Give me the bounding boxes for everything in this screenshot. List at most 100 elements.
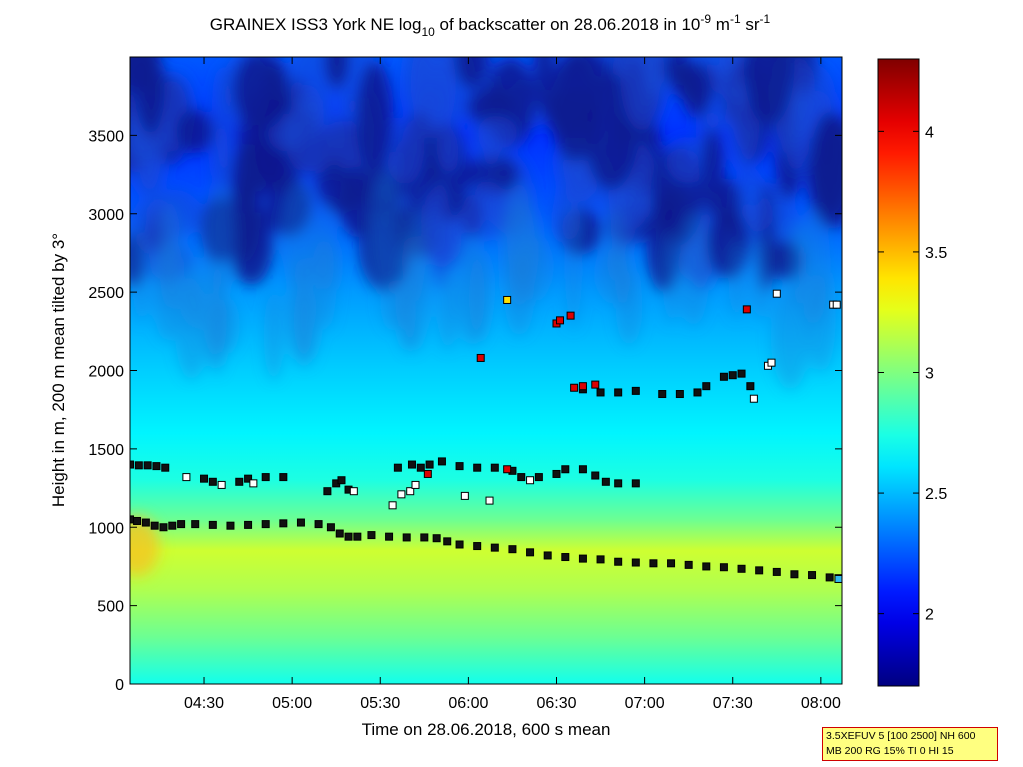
layer-marker-series-3 — [772, 289, 781, 298]
backscatter-patch — [469, 251, 490, 342]
layer-marker-series-1 — [719, 563, 728, 572]
layer-marker-series-1 — [702, 562, 711, 571]
backscatter-patch — [316, 202, 338, 331]
backscatter-patch — [701, 128, 725, 216]
backscatter-patch — [429, 179, 451, 289]
x-tick-label: 04:30 — [184, 695, 224, 712]
layer-marker-series-2 — [425, 460, 434, 469]
colorbar-ticks: 2 2.5 3 3.5 4 — [878, 124, 947, 624]
backscatter-patch — [284, 94, 339, 177]
layer-marker-series-1 — [596, 555, 605, 564]
layer-marker-series-4 — [423, 469, 432, 478]
layer-marker-series-1 — [279, 519, 288, 528]
backscatter-patch — [461, 181, 510, 241]
layer-marker-series-3 — [460, 491, 469, 500]
layer-marker-series-1 — [790, 570, 799, 579]
backscatter-patch — [399, 283, 416, 352]
layer-marker-series-2 — [596, 388, 605, 397]
layer-marker-series-2 — [152, 462, 161, 471]
layer-marker-series-2 — [578, 465, 587, 474]
layer-marker-series-1 — [684, 560, 693, 569]
x-tick-label: 06:00 — [448, 695, 488, 712]
layer-marker-series-1 — [159, 523, 168, 532]
backscatter-patch — [594, 248, 634, 303]
y-tick-label: 3500 — [88, 128, 124, 145]
layer-marker-series-2 — [244, 474, 253, 483]
layer-marker-series-3 — [526, 476, 535, 485]
layer-marker-series-2 — [614, 388, 623, 397]
layer-marker-series-2 — [393, 463, 402, 472]
layer-marker-series-4 — [556, 316, 565, 325]
backscatter-patch — [544, 89, 597, 139]
layer-marker-series-2 — [416, 463, 425, 472]
backscatter-patch — [728, 241, 745, 319]
backscatter-patch — [620, 57, 665, 132]
backscatter-patch — [174, 274, 209, 380]
x-tick-label: 07:00 — [625, 695, 665, 712]
backscatter-patch — [663, 57, 691, 86]
layer-marker-series-1 — [141, 518, 150, 527]
layer-marker-series-1 — [543, 551, 552, 560]
backscatter-patch — [339, 166, 373, 237]
parameter-line-2: MB 200 RG 15% TI 0 HI 15 — [826, 745, 954, 757]
layer-marker-series-2 — [614, 479, 623, 488]
layer-marker-series-2 — [490, 463, 499, 472]
layer-marker-series-1 — [344, 532, 353, 541]
layer-marker-series-2 — [261, 473, 270, 482]
layer-marker-series-3 — [388, 501, 397, 510]
layer-marker-series-3 — [249, 479, 258, 488]
layer-marker-series-1 — [353, 532, 362, 541]
layer-marker-series-4 — [566, 311, 575, 320]
layer-marker-series-2 — [552, 469, 561, 478]
layer-marker-series-1 — [578, 554, 587, 563]
backscatter-patch — [233, 57, 290, 130]
layer-marker-series-2 — [437, 457, 446, 466]
layer-marker-series-1 — [168, 521, 177, 530]
backscatter-patch — [744, 57, 795, 126]
backscatter-patch — [403, 208, 429, 302]
backscatter-patch — [810, 112, 842, 216]
layer-marker-series-1 — [631, 558, 640, 567]
layer-marker-series-3 — [411, 480, 420, 489]
backscatter-patch — [356, 61, 394, 177]
y-tick-label: 3000 — [88, 207, 124, 224]
backscatter-patch — [750, 235, 771, 320]
backscatter-patch — [152, 240, 183, 341]
colorbar-tick-label: 2.5 — [925, 486, 947, 503]
layer-marker-series-2 — [517, 473, 526, 482]
layer-marker-series-3 — [406, 487, 415, 496]
backscatter-patch — [677, 211, 710, 327]
layer-marker-series-4 — [591, 380, 600, 389]
layer-marker-series-2 — [279, 473, 288, 482]
layer-markers — [130, 289, 842, 583]
layer-marker-series-1 — [385, 532, 394, 541]
backscatter-patch — [565, 204, 582, 330]
layer-marker-series-1 — [808, 571, 817, 580]
layer-marker-series-3 — [832, 300, 841, 309]
layer-marker-series-2 — [473, 463, 482, 472]
y-tick-label: 0 — [115, 677, 124, 694]
layer-marker-series-2 — [235, 477, 244, 486]
layer-marker-series-3 — [217, 480, 226, 489]
high-backscatter-patch — [130, 516, 160, 577]
layer-marker-series-2 — [675, 390, 684, 399]
layer-marker-series-1 — [473, 542, 482, 551]
layer-marker-series-2 — [534, 473, 543, 482]
backscatter-patch — [291, 282, 317, 360]
layer-marker-series-1 — [526, 548, 535, 557]
layer-marker-series-4 — [578, 382, 587, 391]
y-tick-label: 2000 — [88, 364, 124, 381]
backscatter-patch — [132, 232, 149, 324]
layer-marker-series-2 — [323, 487, 332, 496]
layer-marker-series-2 — [134, 461, 143, 470]
layer-marker-series-1 — [755, 566, 764, 575]
backscatter-patch — [770, 286, 810, 390]
chart-title: GRAINEX ISS3 York NE log10 of backscatte… — [210, 12, 771, 39]
layer-marker-series-1 — [667, 559, 676, 568]
layer-marker-series-1 — [177, 520, 186, 529]
y-axis-label: Height in m, 200 m mean tilted by 3° — [49, 233, 68, 507]
layer-marker-series-1 — [420, 533, 429, 542]
layer-marker-series-1 — [335, 529, 344, 538]
layer-marker-series-3 — [485, 496, 494, 505]
layer-marker-series-1 — [772, 567, 781, 576]
